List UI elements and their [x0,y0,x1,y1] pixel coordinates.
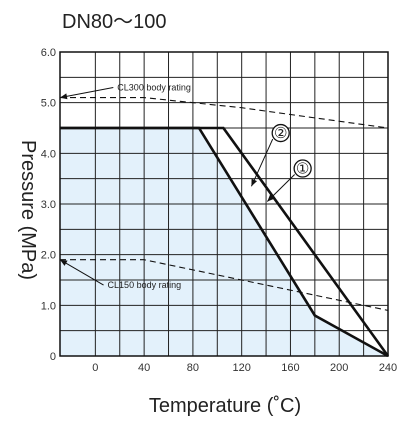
x-tick-label: 120 [233,362,251,374]
x-tick-label: 0 [92,362,98,374]
marker-circle [293,159,312,178]
y-tick-label: 6.0 [41,47,56,59]
y-tick-label: 0 [50,351,56,363]
rated-area-fill [60,128,388,356]
body-rating-label: CL150 body rating [108,280,182,290]
plot-frame [59,51,389,357]
y-tick-label: 5.0 [41,98,56,110]
annotation-leader [59,259,104,286]
x-tick-label: 80 [187,362,199,374]
y-tick-label: 2.0 [41,250,56,262]
series-line-3 [60,97,389,129]
marker-label: ② [274,125,287,142]
y-tick-label: 3.0 [41,199,56,211]
x-tick-label: 40 [138,362,150,374]
annotation-arrowhead [267,194,275,202]
plot-area: 0 1.0 2.0 3.0 4.0 5.0 6.0 0 40 80 120 160 200 240 CL30… [41,47,397,374]
annotation-arrowhead [60,259,68,266]
body-rating-label: CL300 body rating [117,82,191,92]
y-tick-label: 1.0 [41,300,56,312]
x-tick-label: 240 [379,362,397,374]
series-line-2 [60,126,390,357]
chart-title: DN80～100 [62,11,167,33]
marker-label: ① [296,161,309,178]
annotation-leader [250,138,274,187]
y-tick-label: 4.0 [41,148,56,160]
annotation-arrowhead [251,178,258,187]
x-axis-label: Temperature (˚C) [149,395,301,417]
annotation-leader [59,86,114,99]
x-tick-label: 160 [281,362,299,374]
x-tick-label: 200 [330,362,348,374]
y-axis-label: Pressure (MPa) [17,140,39,280]
marker-circle [271,123,290,143]
annotation-arrowhead [60,93,68,100]
series-line-4 [60,259,389,311]
